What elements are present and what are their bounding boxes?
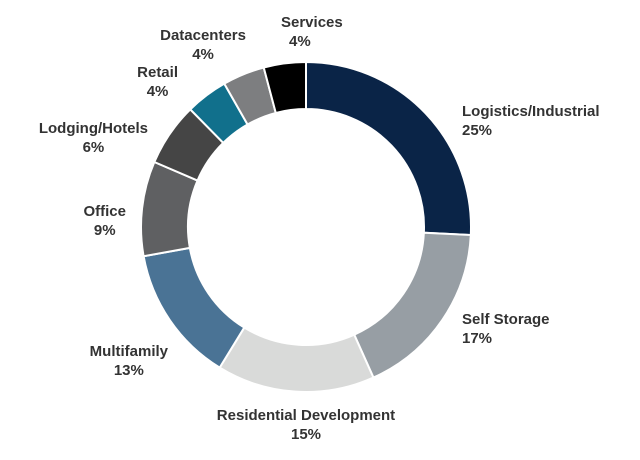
slice-self-storage: [352, 231, 472, 379]
slice-value-retail: 4%: [147, 83, 169, 100]
slice-label-logistics-industrial: Logistics/Industrial: [462, 103, 600, 120]
slice-label-residential-development: Residential Development: [217, 407, 395, 424]
slice-label-lodging-hotels: Lodging/Hotels: [39, 120, 148, 137]
slice-value-self-storage: 17%: [462, 330, 492, 347]
slice-value-datacenters: 4%: [192, 46, 214, 63]
slice-residential-development: [218, 326, 375, 393]
slice-label-self-storage: Self Storage: [462, 311, 550, 328]
slice-value-multifamily: 13%: [114, 362, 144, 379]
slice-value-office: 9%: [94, 222, 116, 239]
slice-value-lodging-hotels: 6%: [83, 139, 105, 156]
slice-label-services: Services: [281, 14, 343, 31]
slice-services: [262, 60, 307, 115]
slice-value-residential-development: 15%: [291, 426, 321, 443]
slice-label-multifamily: Multifamily: [90, 343, 169, 360]
slice-label-office: Office: [83, 203, 126, 220]
slice-label-datacenters: Datacenters: [160, 27, 246, 44]
slice-value-logistics-industrial: 25%: [462, 122, 492, 139]
donut-slices: [140, 60, 472, 393]
slice-logistics-industrial: [305, 60, 472, 237]
slice-labels: Logistics/Industrial 25% Self Storage 17% Re…: [39, 14, 600, 443]
slice-label-retail: Retail: [137, 64, 178, 81]
slice-value-services: 4%: [289, 33, 311, 50]
